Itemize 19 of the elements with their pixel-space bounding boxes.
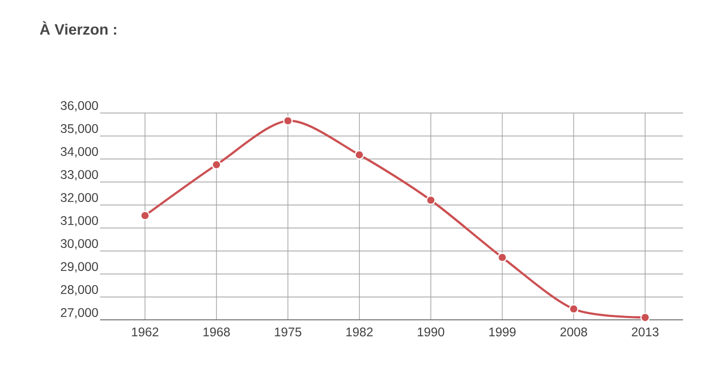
chart-title: À Vierzon : bbox=[40, 21, 116, 35]
x-tick-label: 1968 bbox=[204, 328, 230, 336]
y-tick-label: 34,000 bbox=[60, 147, 98, 158]
y-tick-label: 28,000 bbox=[60, 285, 98, 296]
y-tick-label: 35,000 bbox=[60, 124, 98, 134]
y-tick-label: 29,000 bbox=[60, 262, 98, 272]
y-tick-label: 27,000 bbox=[60, 308, 98, 318]
y-tick-label: 31,000 bbox=[60, 216, 98, 226]
y-tick-label: 36,000 bbox=[60, 101, 98, 112]
x-tick-label: 1982 bbox=[346, 328, 373, 336]
y-tick-label: 33,000 bbox=[60, 170, 98, 180]
x-tick-label: 1990 bbox=[418, 328, 444, 336]
x-tick-label: 2013 bbox=[632, 328, 658, 336]
y-tick-label: 32,000 bbox=[60, 193, 98, 204]
x-tick-label: 1962 bbox=[132, 328, 158, 336]
y-tick-label: 30,000 bbox=[60, 239, 98, 250]
x-tick-label: 1999 bbox=[489, 328, 516, 336]
x-tick-label: 1975 bbox=[274, 328, 302, 336]
x-tick-label: 2008 bbox=[560, 328, 588, 336]
